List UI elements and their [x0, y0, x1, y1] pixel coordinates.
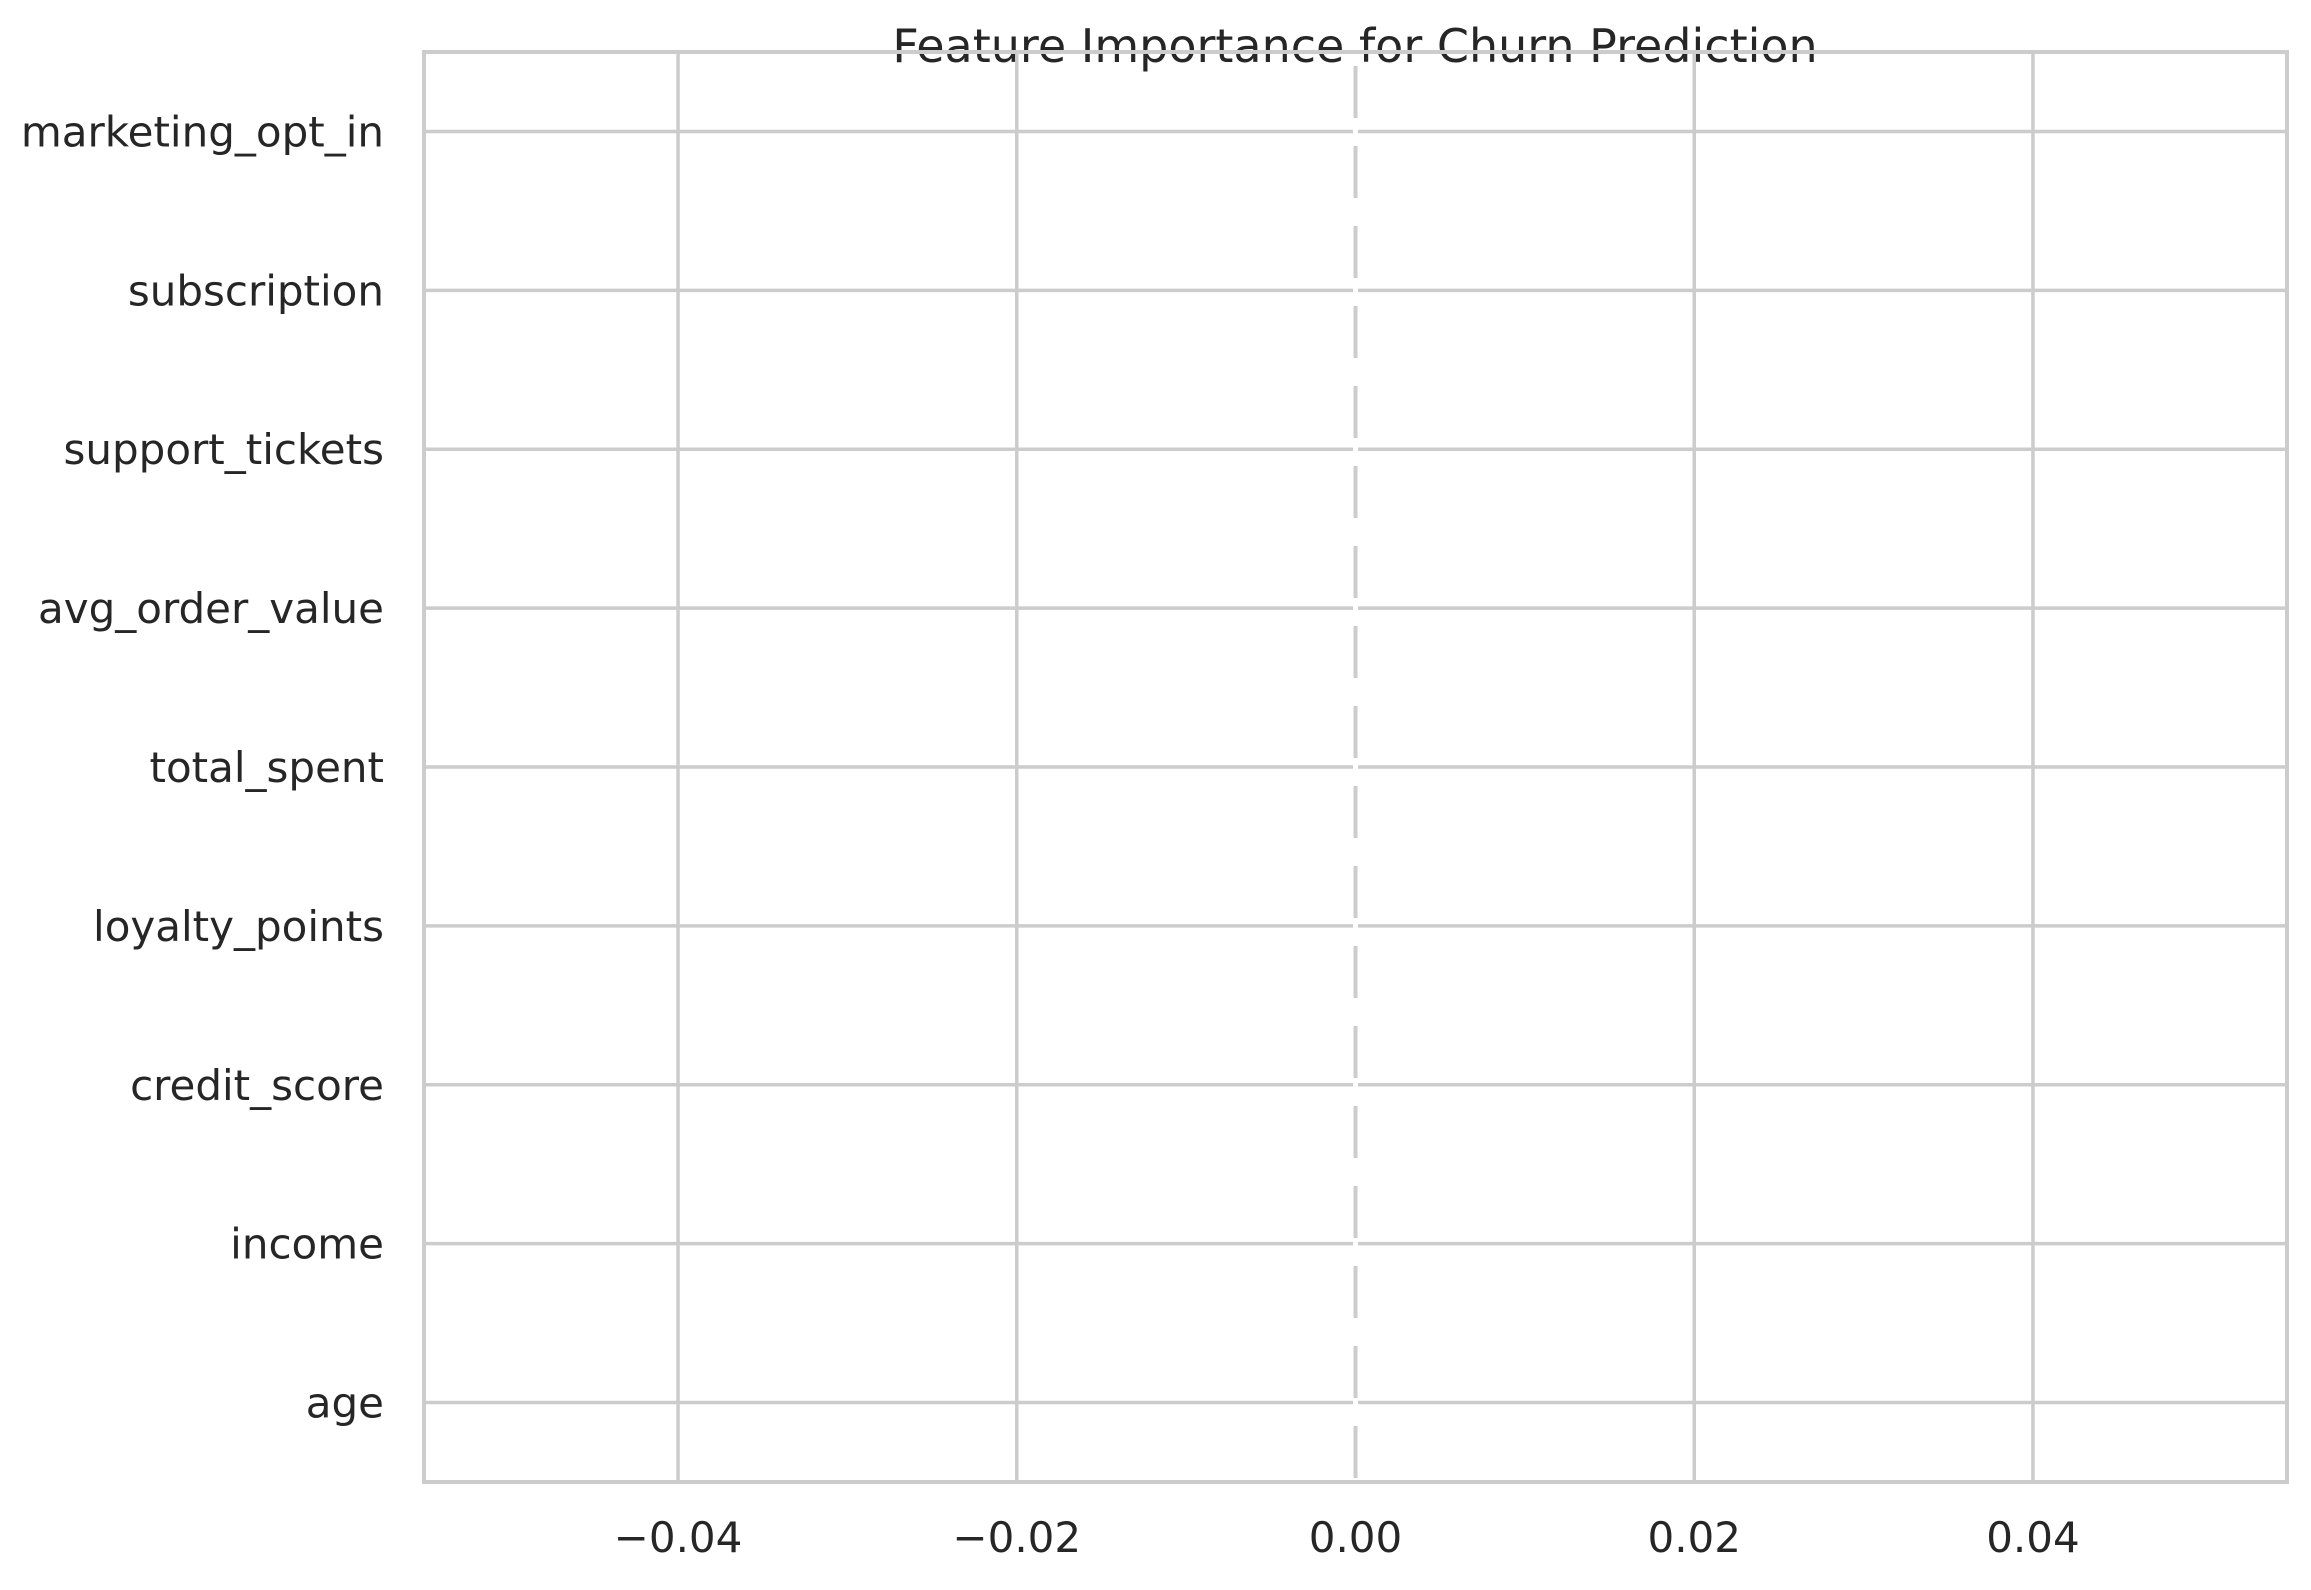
x-tick-label: 0.04 — [1986, 1513, 2080, 1562]
y-tick-label: support_tickets — [64, 425, 385, 474]
y-tick-labels: age income credit_score loyalty_points total… — [21, 107, 384, 1427]
y-tick-label: marketing_opt_in — [21, 107, 384, 156]
y-tick-label: loyalty_points — [93, 902, 384, 951]
x-tick-label: 0.02 — [1647, 1513, 1741, 1562]
y-tick-label: subscription — [128, 266, 384, 315]
y-tick-label: avg_order_value — [38, 584, 384, 633]
y-tick-label: total_spent — [149, 743, 384, 792]
y-tick-label: income — [230, 1220, 384, 1269]
x-tick-label: 0.00 — [1309, 1513, 1403, 1562]
x-tick-label: −0.04 — [614, 1513, 743, 1562]
x-tick-labels: −0.04 −0.02 0.00 0.02 0.04 — [614, 1513, 2080, 1562]
y-tick-label: credit_score — [130, 1061, 384, 1110]
x-tick-label: −0.02 — [952, 1513, 1081, 1562]
y-tick-label: age — [306, 1379, 384, 1428]
plot-frame — [422, 50, 2289, 1484]
